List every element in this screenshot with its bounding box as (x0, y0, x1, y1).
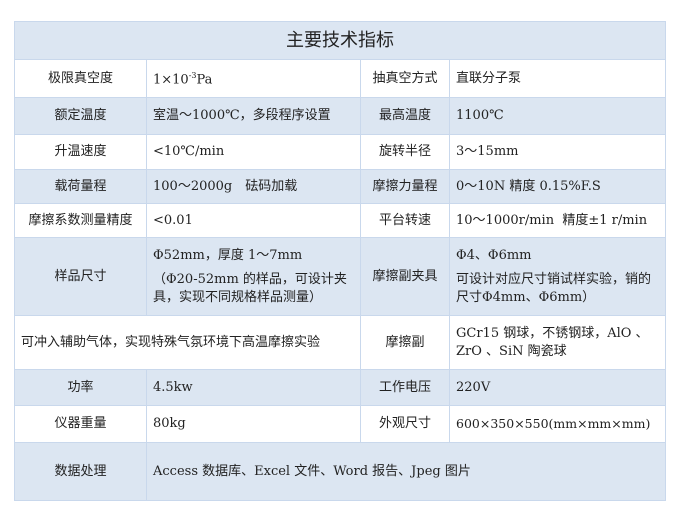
value: 直联分子泵 (449, 59, 666, 98)
value: 1100℃ (449, 97, 666, 135)
label: 平台转速 (360, 203, 450, 238)
label: 仪器重量 (14, 405, 147, 443)
label: 升温速度 (14, 134, 147, 170)
value: 4.5kw (146, 369, 361, 406)
label: 抽真空方式 (360, 59, 450, 98)
table-row: 极限真空度 1×10-3Pa 抽真空方式 直联分子泵 (14, 59, 666, 98)
value: 1×10-3Pa (146, 59, 361, 98)
table-row: 功率 4.5kw 工作电压 220V (14, 369, 666, 406)
label: 功率 (14, 369, 147, 406)
value: 0～10N 精度 0.15%F.S (449, 169, 666, 204)
value: 10～1000r/min 精度±1 r/min (449, 203, 666, 238)
spec-table: 主要技术指标 极限真空度 1×10-3Pa 抽真空方式 直联分子泵 额定温度 室… (14, 21, 666, 501)
label: 载荷量程 (14, 169, 147, 204)
label: 额定温度 (14, 97, 147, 135)
table-row: 可冲入辅助气体，实现特殊气氛环境下高温摩擦实验 摩擦副 GCr15 钢球，不锈钢… (14, 315, 666, 370)
value: 3～15mm (449, 134, 666, 170)
table-row: 摩擦系数测量精度 <0.01 平台转速 10～1000r/min 精度±1 r/… (14, 203, 666, 238)
value: 600×350×550(mm×mm×mm) (449, 405, 666, 443)
table-row: 仪器重量 80kg 外观尺寸 600×350×550(mm×mm×mm) (14, 405, 666, 443)
label: 摩擦副 (360, 315, 450, 370)
label: 摩擦力量程 (360, 169, 450, 204)
table-row: 样品尺寸 Φ52mm，厚度 1～7mm （Φ20-52mm 的样品，可设计夹具，… (14, 237, 666, 316)
table-row: 载荷量程 100～2000g 砝码加载 摩擦力量程 0～10N 精度 0.15%… (14, 169, 666, 204)
value: Access 数据库、Excel 文件、Word 报告、Jpeg 图片 (146, 442, 666, 501)
label: 数据处理 (14, 442, 147, 501)
title-row: 主要技术指标 (14, 21, 666, 60)
label: 最高温度 (360, 97, 450, 135)
label: 摩擦副夹具 (360, 237, 450, 316)
table-row: 额定温度 室温～1000℃，多段程序设置 最高温度 1100℃ (14, 97, 666, 135)
value: 220V (449, 369, 666, 406)
label: 极限真空度 (14, 59, 147, 98)
value: 80kg (146, 405, 361, 443)
label: 旋转半径 (360, 134, 450, 170)
label: 工作电压 (360, 369, 450, 406)
label: 摩擦系数测量精度 (14, 203, 147, 238)
table-row: 数据处理 Access 数据库、Excel 文件、Word 报告、Jpeg 图片 (14, 442, 666, 501)
value: 室温～1000℃，多段程序设置 (146, 97, 361, 135)
value: GCr15 钢球，不锈钢球，AlO 、ZrO 、SiN 陶瓷球 (449, 315, 666, 370)
label: 样品尺寸 (14, 237, 147, 316)
table-title: 主要技术指标 (14, 21, 666, 60)
value: <0.01 (146, 203, 361, 238)
value: Φ52mm，厚度 1～7mm （Φ20-52mm 的样品，可设计夹具，实现不同规… (146, 237, 361, 316)
table-row: 升温速度 <10℃/min 旋转半径 3～15mm (14, 134, 666, 170)
label: 外观尺寸 (360, 405, 450, 443)
value: Φ4、Φ6mm 可设计对应尺寸销试样实验，销的尺寸Φ4mm、Φ6mm） (449, 237, 666, 316)
value: <10℃/min (146, 134, 361, 170)
value: 100～2000g 砝码加载 (146, 169, 361, 204)
value: 可冲入辅助气体，实现特殊气氛环境下高温摩擦实验 (14, 315, 361, 370)
